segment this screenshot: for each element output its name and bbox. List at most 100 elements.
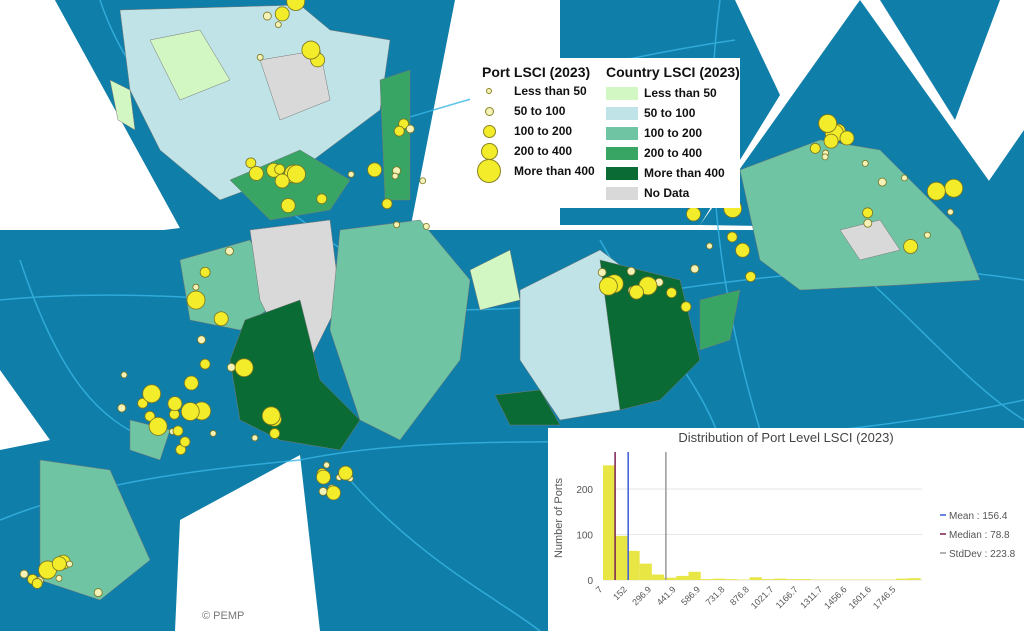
port-marker (257, 54, 263, 60)
x-tick-label: 1746.5 (871, 584, 898, 611)
port-size-icon (483, 125, 496, 138)
port-marker (262, 407, 280, 425)
port-legend-label: 50 to 100 (514, 104, 565, 118)
port-marker (270, 428, 280, 438)
port-marker (824, 134, 838, 148)
port-legend-label: More than 400 (514, 164, 595, 178)
country-legend-item: No Data (606, 184, 689, 202)
copyright: © PEMP (202, 610, 244, 622)
color-swatch (606, 127, 638, 140)
port-marker (184, 376, 198, 390)
port-marker (945, 179, 963, 197)
x-tick-label: 1166.7 (774, 584, 800, 610)
port-marker (840, 131, 854, 145)
port-marker (746, 272, 756, 282)
x-tick-label: 441.9 (655, 584, 678, 607)
port-marker (227, 363, 235, 371)
country-legend-item: More than 400 (606, 164, 725, 182)
port-marker (121, 372, 127, 378)
histogram-bar (896, 579, 908, 580)
port-marker (599, 277, 617, 295)
port-legend-label: 200 to 400 (514, 144, 572, 158)
port-marker (56, 575, 62, 581)
port-marker (819, 114, 837, 132)
port-marker (193, 284, 199, 290)
country-legend-label: 200 to 400 (644, 146, 702, 160)
country-legend-label: Less than 50 (644, 86, 717, 100)
color-swatch (606, 147, 638, 160)
port-marker (324, 462, 330, 468)
port-marker (348, 171, 354, 177)
port-marker (406, 125, 414, 133)
port-marker (317, 194, 327, 204)
port-marker (901, 175, 907, 181)
x-tick-label: 1021.7 (749, 584, 776, 611)
country-legend-item: Less than 50 (606, 84, 717, 102)
histogram-bar (713, 579, 725, 580)
port-marker (924, 232, 930, 238)
histogram-bar (725, 579, 737, 580)
country-legend-item: 200 to 400 (606, 144, 702, 162)
port-size-icon (485, 107, 494, 116)
port-marker (168, 397, 182, 411)
port-marker (249, 166, 263, 180)
port-marker (200, 359, 210, 369)
country-legend-label: 50 to 100 (644, 106, 695, 120)
port-marker (180, 437, 190, 447)
histogram-bar (774, 579, 786, 580)
histogram-bar (762, 579, 774, 580)
port-marker (627, 267, 635, 275)
port-marker (327, 486, 341, 500)
country-legend-label: No Data (644, 186, 689, 200)
port-marker (862, 160, 868, 166)
port-legend-item: 200 to 400 (476, 142, 572, 160)
port-marker (214, 312, 228, 326)
port-marker (394, 126, 404, 136)
y-tick-label: 100 (576, 531, 593, 542)
country-legend-label: 100 to 200 (644, 126, 702, 140)
y-tick-label: 0 (587, 576, 593, 587)
port-marker (118, 404, 126, 412)
port-marker (667, 288, 677, 298)
histogram-bar (798, 579, 810, 580)
histogram-bar (908, 578, 920, 580)
port-marker (149, 417, 167, 435)
x-tick-label: 1601.6 (847, 584, 874, 611)
y-tick-label: 200 (576, 485, 593, 496)
port-marker (225, 247, 233, 255)
color-swatch (606, 187, 638, 200)
port-marker (629, 285, 643, 299)
port-legend-label: Less than 50 (514, 84, 587, 98)
port-marker (319, 487, 327, 495)
histogram-bar (640, 564, 652, 580)
histogram-bar (701, 579, 713, 580)
port-marker (94, 589, 102, 597)
x-tick-label: 1311.7 (798, 584, 824, 610)
port-marker (810, 143, 820, 153)
chart-title: Distribution of Port Level LSCI (2023) (548, 430, 1024, 445)
x-tick-label: 1456.6 (822, 584, 849, 611)
port-marker (32, 578, 42, 588)
x-tick-label: 731.8 (704, 584, 727, 607)
port-marker (67, 561, 73, 567)
port-marker (287, 165, 305, 183)
port-marker (20, 570, 28, 578)
port-marker (52, 557, 66, 571)
x-tick-label: 296.9 (630, 584, 653, 607)
port-marker (420, 178, 426, 184)
port-marker (423, 223, 429, 229)
port-legend-item: More than 400 (476, 162, 595, 180)
country-shape (380, 70, 410, 200)
port-marker (686, 207, 700, 221)
port-size-icon (481, 143, 498, 160)
port-marker (382, 199, 392, 209)
port-marker (947, 209, 953, 215)
country-legend-label: More than 400 (644, 166, 725, 180)
port-marker (707, 243, 713, 249)
port-marker (275, 174, 289, 188)
port-legend-title: Port LSCI (2023) (482, 64, 590, 80)
port-marker (197, 336, 205, 344)
port-marker (863, 208, 873, 218)
port-marker (392, 173, 398, 179)
